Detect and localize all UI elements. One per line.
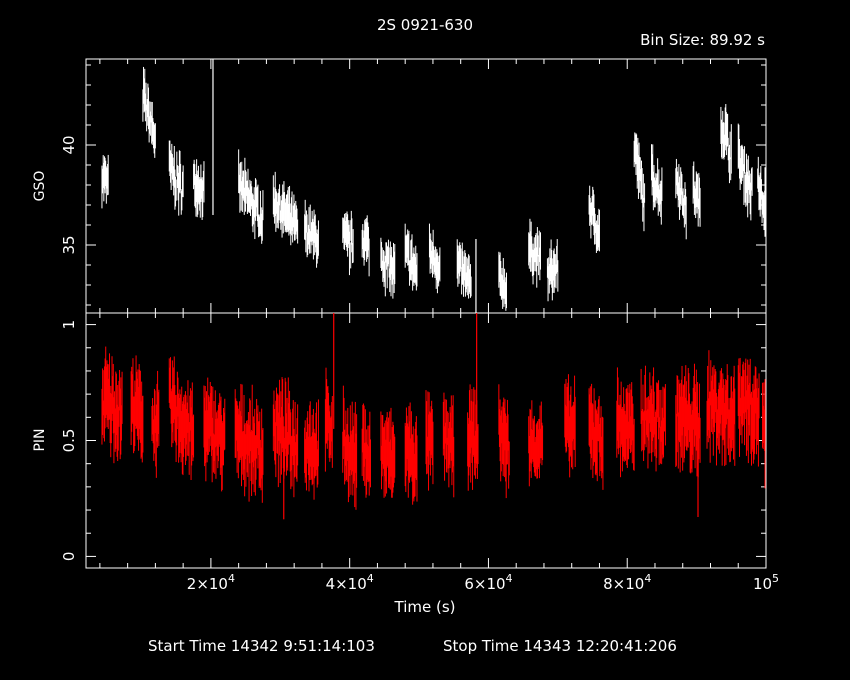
pin-panel: PIN 00.51 — [32, 312, 767, 569]
time-axis-tick-label: 6×104 — [464, 572, 512, 593]
time-axis-tick-label: 105 — [753, 572, 779, 593]
start-time-label: Start Time 14342 9:51:14:103 — [148, 637, 375, 655]
gso-panel-frame — [85, 58, 767, 314]
time-axis-tick-label: 2×104 — [187, 572, 235, 593]
bin-size-label: Bin Size: 89.92 s — [640, 31, 765, 49]
gso-panel: GSO 35 40 — [32, 58, 767, 314]
time-axis-tick-labels: 2×104 4×104 6×104 8×104 105 — [187, 572, 779, 593]
pin-axis-label: PIN — [32, 428, 48, 451]
pin-tick-labels: 00.51 — [60, 320, 78, 561]
pin-y-tick-label: 0 — [60, 552, 78, 562]
stop-time-label: Stop Time 14343 12:20:41:206 — [443, 637, 677, 655]
pin-data-series — [101, 313, 766, 520]
gso-axis-label: GSO — [32, 171, 48, 202]
gso-y-tick-label: 35 — [60, 235, 78, 254]
pin-y-tick-label: 0.5 — [60, 429, 78, 453]
gso-data-series — [101, 59, 766, 313]
time-axis-label: Time (s) — [394, 598, 456, 616]
pin-y-tick-label: 1 — [60, 320, 78, 330]
chart-title: 2S 0921-630 — [377, 16, 473, 34]
time-axis-tick-label: 8×104 — [603, 572, 651, 593]
time-axis-tick-label: 4×104 — [326, 572, 374, 593]
gso-y-tick-label: 40 — [60, 135, 78, 154]
gso-ticks — [86, 59, 767, 313]
pin-ticks — [86, 313, 767, 568]
gso-tick-labels: 35 40 — [60, 135, 78, 254]
